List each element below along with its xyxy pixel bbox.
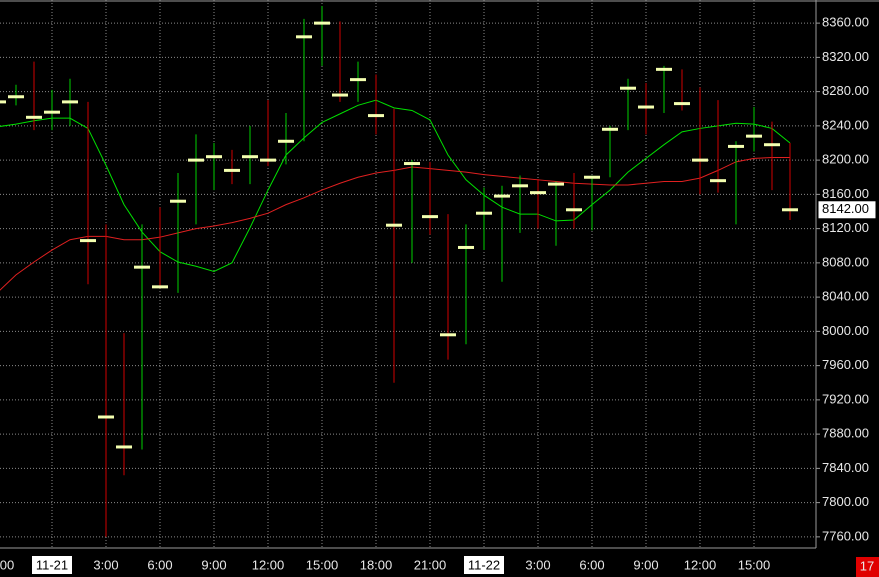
close-tick <box>584 175 600 179</box>
y-tick-label: 7800.00 <box>822 494 869 509</box>
y-tick-label: 7960.00 <box>822 357 869 372</box>
y-tick-label: 8000.00 <box>822 323 869 338</box>
y-tick-label: 7760.00 <box>822 528 869 543</box>
close-tick <box>242 155 258 159</box>
close-tick <box>332 93 348 97</box>
close-tick <box>8 95 24 99</box>
close-tick <box>152 285 168 289</box>
plot <box>0 5 798 537</box>
close-tick <box>404 162 420 166</box>
close-tick <box>476 211 492 215</box>
x-tick-label: 15:00 <box>306 557 339 572</box>
grid <box>0 0 816 548</box>
close-tick <box>224 168 240 172</box>
close-tick <box>530 191 546 195</box>
date-label-box <box>464 556 504 574</box>
close-tick <box>512 184 528 188</box>
close-tick <box>350 78 366 82</box>
close-tick <box>692 158 708 162</box>
close-tick <box>134 265 150 269</box>
x-tick-label: 3:00 <box>93 557 118 572</box>
close-tick <box>440 333 456 337</box>
close-tick <box>314 21 330 25</box>
moving-average <box>0 99 791 272</box>
close-tick <box>782 208 798 212</box>
date-label: 11-22 <box>468 557 500 572</box>
corner-label: 17 <box>860 558 874 573</box>
x-tick-label: 6:00 <box>579 557 604 572</box>
close-tick <box>0 100 6 104</box>
y-tick-label: 7840.00 <box>822 460 869 475</box>
close-tick <box>206 155 222 159</box>
close-tick <box>44 110 60 114</box>
x-tick-label: 12:00 <box>684 557 717 572</box>
y-tick-label: 8080.00 <box>822 254 869 269</box>
close-tick <box>638 105 654 109</box>
close-tick <box>260 158 276 162</box>
close-tick <box>548 182 564 186</box>
x-tick-label: 3:00 <box>525 557 550 572</box>
close-tick <box>188 158 204 162</box>
close-tick <box>746 134 762 138</box>
x-tick-label: 9:00 <box>633 557 658 572</box>
x-tick-label: 9:00 <box>201 557 226 572</box>
x-tick-label: 15:00 <box>738 557 771 572</box>
close-tick <box>656 67 672 71</box>
y-tick-label: 8120.00 <box>822 220 869 235</box>
close-tick <box>620 86 636 90</box>
axes: 7760.00 7800.00 7840.00 7880.00 7920.00 7960.… <box>0 15 879 577</box>
close-tick <box>62 100 78 104</box>
close-tick <box>728 144 744 148</box>
close-tick <box>566 208 582 212</box>
close-tick <box>422 215 438 219</box>
last-price-label: 8142.00 <box>822 201 869 216</box>
close-tick <box>494 194 510 198</box>
close-tick <box>296 35 312 39</box>
corner-box <box>856 557 879 577</box>
close-tick <box>602 127 618 131</box>
x-tick-label: 6:00 <box>147 557 172 572</box>
y-tick-label: 8360.00 <box>822 15 869 30</box>
close-tick <box>368 114 384 118</box>
close-tick <box>26 115 42 119</box>
close-tick <box>170 199 186 203</box>
x-tick-label: 12:00 <box>252 557 285 572</box>
y-tick-label: 7920.00 <box>822 391 869 406</box>
y-tick-label: 7880.00 <box>822 426 869 441</box>
close-tick <box>116 445 132 449</box>
close-tick <box>278 139 294 143</box>
x-tick-label: 21:00 <box>414 557 447 572</box>
y-tick-label: 8280.00 <box>822 83 869 98</box>
y-tick-label: 8240.00 <box>822 117 869 132</box>
last-price-box <box>817 200 877 220</box>
close-tick <box>98 415 114 419</box>
y-tick-label: 8040.00 <box>822 289 869 304</box>
date-label-box <box>32 556 72 574</box>
y-tick-label: 8160.00 <box>822 186 869 201</box>
close-tick <box>710 179 726 183</box>
y-tick-label: 8320.00 <box>822 49 869 64</box>
close-tick <box>764 143 780 147</box>
date-label: 11-21 <box>36 557 68 572</box>
y-tick-label: 8200.00 <box>822 152 869 167</box>
close-tick <box>674 102 690 106</box>
x-tick-label: 18:00 <box>360 557 393 572</box>
close-tick <box>80 239 96 243</box>
close-tick <box>458 245 474 249</box>
x-tick-label: 21:00 <box>0 557 14 572</box>
close-tick <box>386 223 402 227</box>
